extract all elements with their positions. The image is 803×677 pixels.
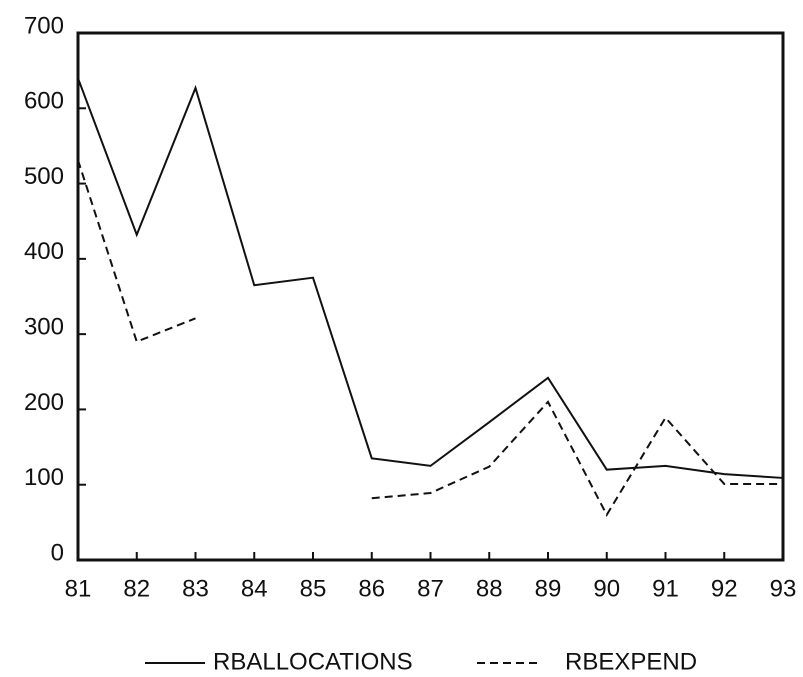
y-tick-label: 700 bbox=[24, 12, 64, 39]
x-tick-label: 86 bbox=[358, 575, 385, 602]
y-tick-label: 500 bbox=[24, 163, 64, 190]
x-tick-label: 85 bbox=[300, 575, 327, 602]
y-tick-label: 100 bbox=[24, 464, 64, 491]
legend-label: RBALLOCATIONS bbox=[213, 648, 413, 675]
x-tick-label: 89 bbox=[535, 575, 562, 602]
y-tick-label: 600 bbox=[24, 88, 64, 115]
y-tick-label: 300 bbox=[24, 313, 64, 340]
x-tick-label: 88 bbox=[476, 575, 503, 602]
plot-frame bbox=[76, 31, 785, 562]
x-tick-label: 93 bbox=[770, 575, 797, 602]
x-tick-label: 90 bbox=[593, 575, 620, 602]
series-line bbox=[77, 77, 784, 479]
y-tick-label: 400 bbox=[24, 238, 64, 265]
series-line bbox=[77, 159, 783, 517]
x-tick-label: 83 bbox=[182, 575, 209, 602]
x-tick-label: 84 bbox=[241, 575, 268, 602]
y-tick-label: 0 bbox=[51, 539, 64, 566]
x-tick-label: 82 bbox=[123, 575, 150, 602]
x-tick-label: 92 bbox=[711, 575, 738, 602]
x-tick-label: 91 bbox=[652, 575, 679, 602]
y-tick-label: 200 bbox=[24, 389, 64, 416]
x-tick-label: 81 bbox=[65, 575, 92, 602]
legend-label: RBEXPEND bbox=[565, 648, 697, 675]
x-tick-label: 87 bbox=[417, 575, 444, 602]
